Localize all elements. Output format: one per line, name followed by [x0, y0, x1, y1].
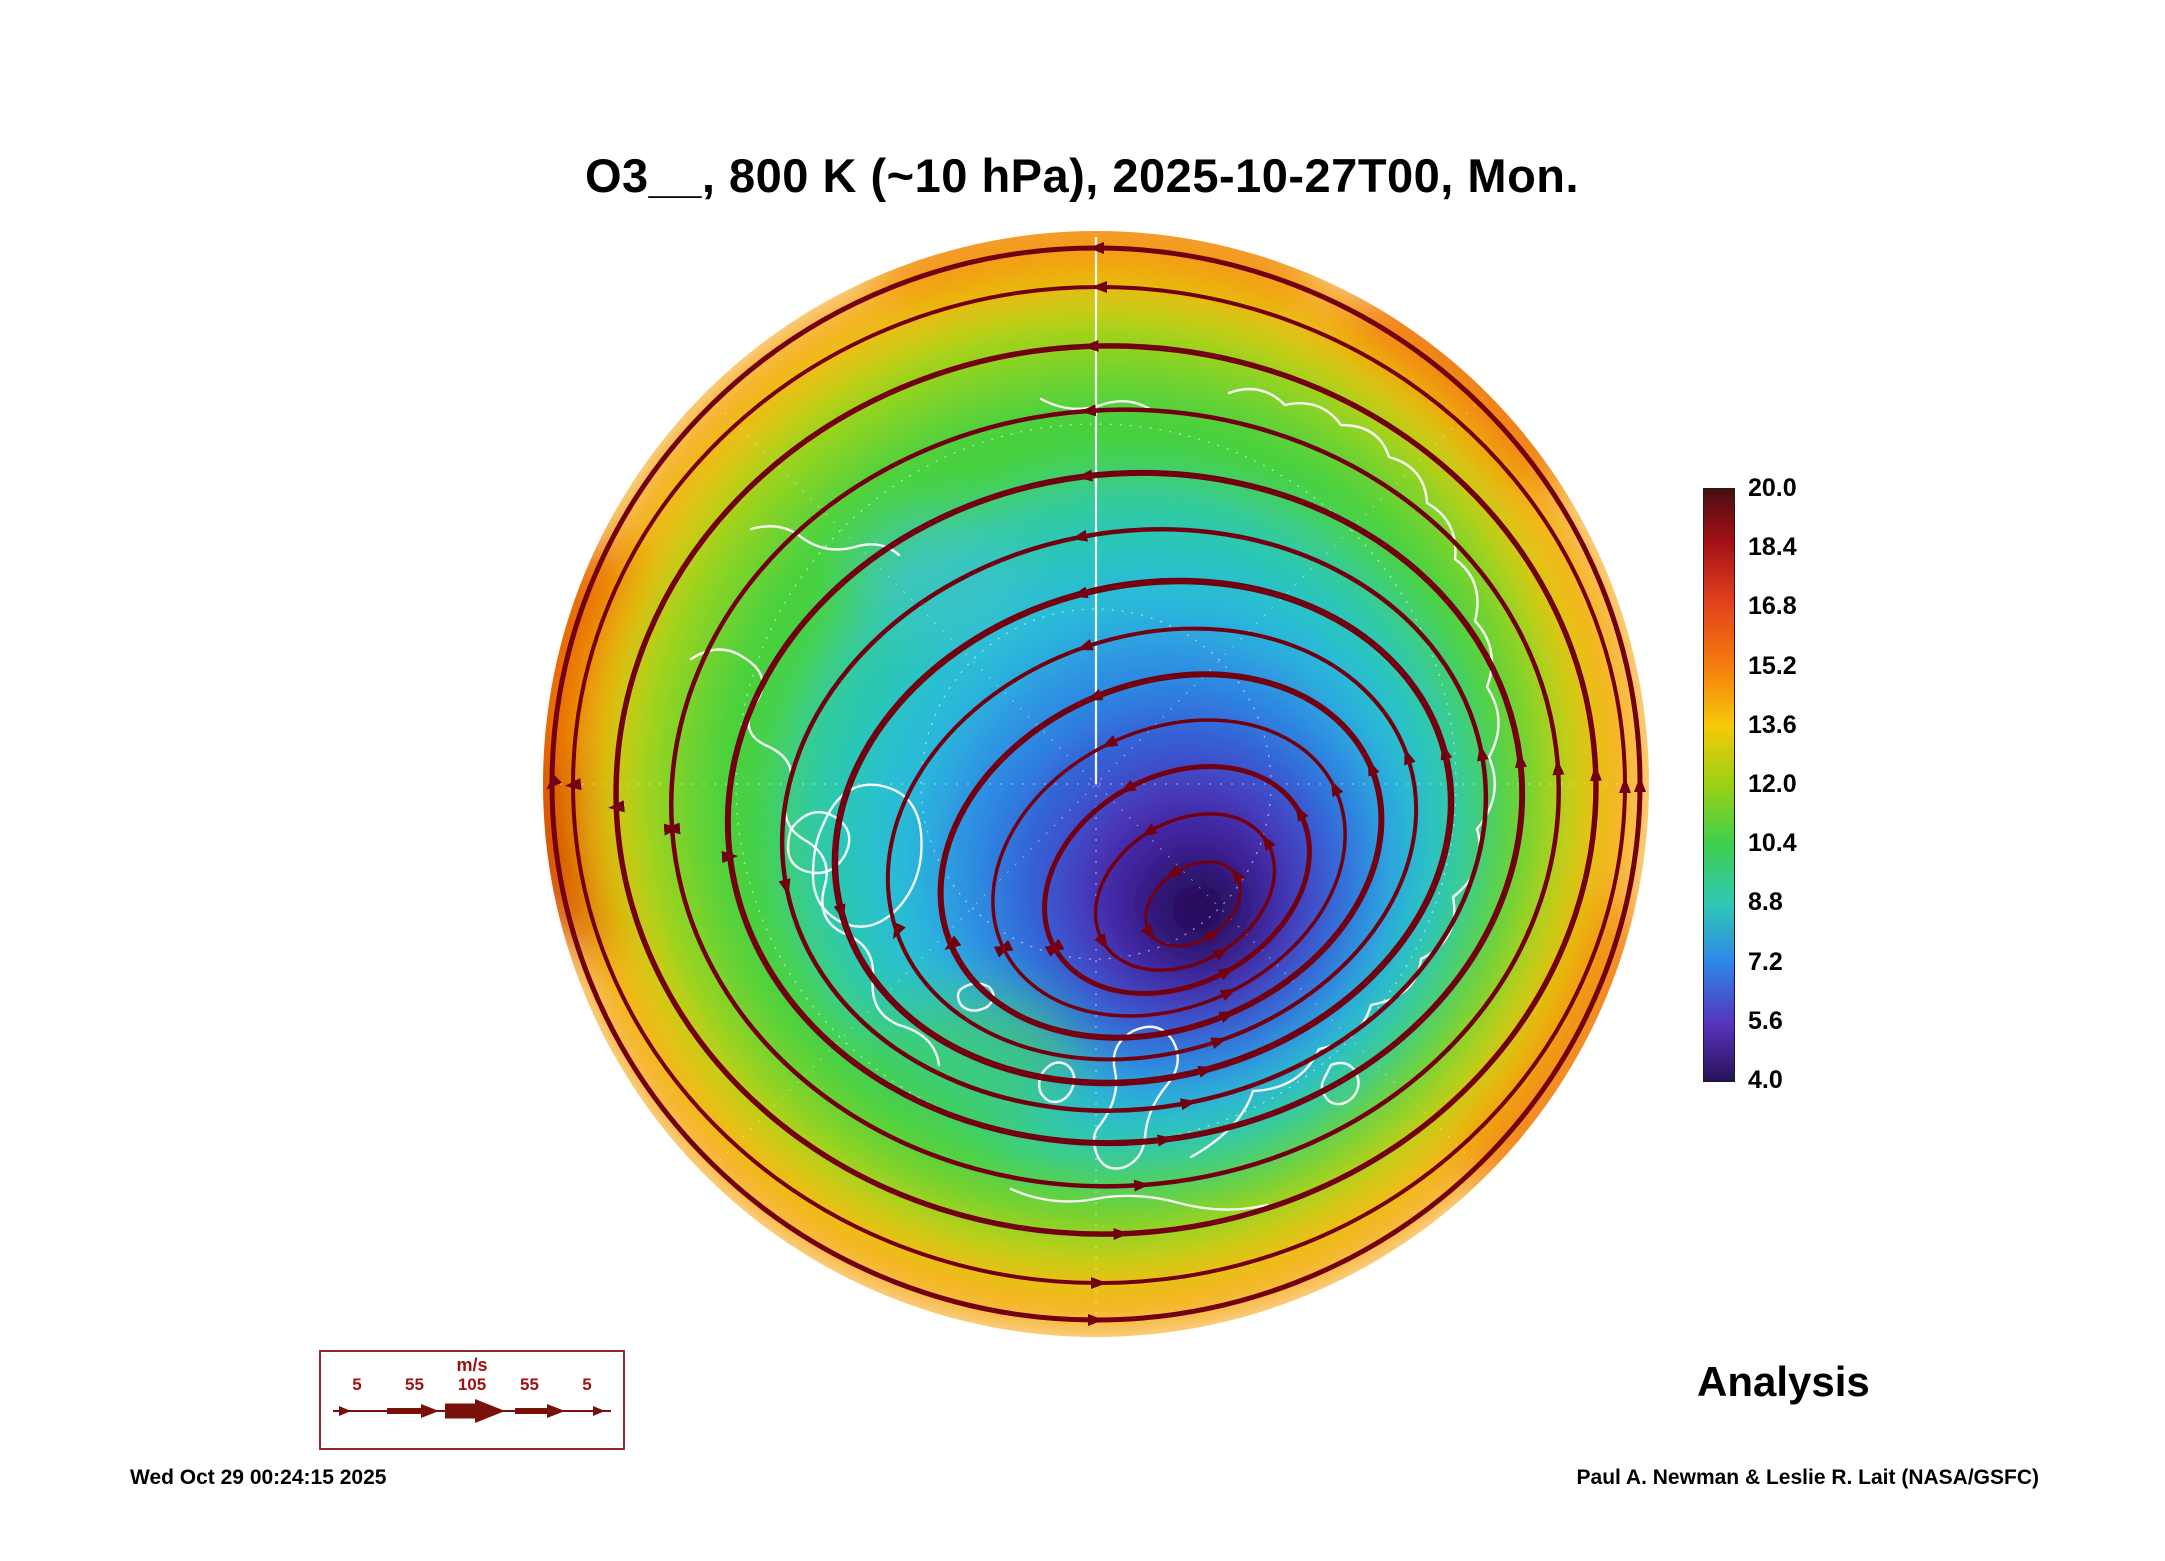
colorbar-tick-label: 15.2	[1748, 651, 1797, 680]
colorbar-tick-label: 18.4	[1748, 533, 1797, 562]
colorbar-tick-label: 4.0	[1748, 1065, 1783, 1094]
plot-title: O3__, 800 K (~10 hPa), 2025-10-27T00, Mo…	[584, 149, 1580, 202]
colorbar	[1703, 488, 1735, 1082]
wind-legend-units: m/s	[456, 1355, 488, 1375]
wind-legend-value: 55	[405, 1375, 424, 1394]
wind-speed-legend: m/s 5 55 105 55 5	[319, 1350, 625, 1450]
wind-arrow-scale	[333, 1399, 611, 1423]
colorbar-tick-label: 13.6	[1748, 710, 1797, 739]
wind-legend-value: 5	[582, 1375, 592, 1394]
credit-text: Paul A. Newman & Leslie R. Lait (NASA/GS…	[1576, 1466, 2039, 1489]
streamlines	[552, 248, 1640, 1320]
wind-legend-value: 5	[352, 1375, 362, 1394]
colorbar-tick-label: 8.8	[1748, 888, 1783, 917]
colorbar-tick-label: 7.2	[1748, 947, 1783, 976]
colorbar-tick-label: 20.0	[1748, 474, 1797, 502]
creation-timestamp: Wed Oct 29 00:24:15 2025	[130, 1466, 387, 1489]
colorbar-labels: 20.0 18.4 16.8 15.2 13.6 12.0 10.4 8.8 7…	[1748, 475, 1797, 1093]
colorbar-tick-label: 12.0	[1748, 769, 1797, 798]
polar-map-svg	[543, 231, 1649, 1337]
analysis-label: Analysis	[1697, 1358, 1870, 1405]
wind-legend-value: 55	[520, 1375, 539, 1394]
wind-legend-values: 5 55 105 55 5	[321, 1375, 623, 1395]
polar-map	[541, 229, 1651, 1339]
wind-legend-value: 105	[457, 1375, 487, 1394]
colorbar-tick-label: 10.4	[1748, 829, 1797, 858]
colorbar-tick-label: 16.8	[1748, 592, 1797, 621]
colorbar-tick-label: 5.6	[1748, 1006, 1783, 1035]
